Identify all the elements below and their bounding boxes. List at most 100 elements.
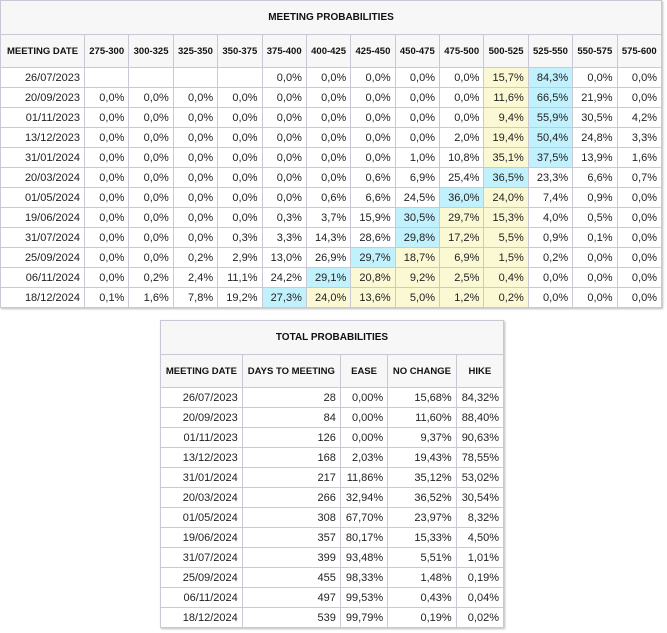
probability-cell: 0,3% <box>217 227 263 248</box>
probability-cell: 0,0% <box>83 267 130 288</box>
probability-cell: 0,0% <box>83 87 130 108</box>
meeting-date-cell: 20/09/2023 <box>160 407 243 428</box>
ease-cell: 0,00% <box>339 407 389 428</box>
table-row: 31/07/2024 399 93,48% 5,51% 1,01% <box>160 547 505 568</box>
meeting-date-cell: 06/11/2024 <box>160 587 243 608</box>
probability-cell: 0,0% <box>261 127 307 148</box>
probability-cell: 29,7% <box>350 247 396 268</box>
probability-cell: 0,0% <box>172 187 219 208</box>
no-change-cell: 15,68% <box>387 387 457 408</box>
total-probabilities-table: TOTAL PROBABILITIES MEETING DATE DAYS TO … <box>160 320 505 628</box>
table-row: 25/09/2024 455 98,33% 1,48% 0,19% <box>160 567 505 588</box>
meeting-header-row: MEETING DATE 275-300 300-325 325-350 350-375… <box>0 34 662 68</box>
probability-cell: 0,2% <box>483 287 529 308</box>
probability-cell: 2,9% <box>217 247 263 268</box>
days-to-meeting-cell: 399 <box>241 547 341 568</box>
table-row: 26/07/2023 28 0,00% 15,68% 84,32% <box>160 387 505 408</box>
probability-cell: 3,3% <box>616 127 662 148</box>
probability-cell <box>172 67 219 88</box>
probability-cell: 29,1% <box>305 267 352 288</box>
column-header: 325-350 <box>172 34 219 68</box>
days-to-meeting-cell: 217 <box>241 467 341 488</box>
probability-cell: 21,9% <box>572 87 618 108</box>
table-row: 20/03/2024 0,0% 0,0% 0,0% 0,0% 0,0% 0,0% 0,6% 6,… <box>0 167 662 188</box>
probability-cell: 0,0% <box>128 247 174 268</box>
hike-cell: 0,19% <box>455 567 505 588</box>
probability-cell: 0,0% <box>217 87 263 108</box>
probability-cell: 0,0% <box>394 87 441 108</box>
probability-cell: 0,0% <box>616 207 662 228</box>
no-change-cell: 1,48% <box>387 567 457 588</box>
probability-cell: 1,0% <box>394 147 441 168</box>
probability-cell: 11,1% <box>217 267 263 288</box>
probability-cell: 15,7% <box>483 67 529 88</box>
probability-cell: 23,3% <box>527 167 574 188</box>
probability-cell: 0,0% <box>128 207 174 228</box>
hike-cell: 4,50% <box>455 527 505 548</box>
probability-cell: 0,0% <box>172 107 219 128</box>
table-row: 31/07/2024 0,0% 0,0% 0,0% 0,3% 3,3% 14,3% 28,6%… <box>0 227 662 248</box>
no-change-cell: 0,43% <box>387 587 457 608</box>
probability-cell: 0,0% <box>128 227 174 248</box>
probability-cell: 0,0% <box>83 107 130 128</box>
probability-cell <box>217 67 263 88</box>
table-row: 06/11/2024 497 99,53% 0,43% 0,04% <box>160 587 505 608</box>
probability-cell: 0,9% <box>572 187 618 208</box>
hike-cell: 8,32% <box>455 507 505 528</box>
probability-cell: 0,0% <box>83 167 130 188</box>
days-to-meeting-cell: 168 <box>241 447 341 468</box>
probability-cell <box>128 67 174 88</box>
probability-cell: 37,5% <box>527 147 574 168</box>
probability-cell: 0,0% <box>128 167 174 188</box>
column-header: MEETING DATE <box>160 354 243 388</box>
probability-cell: 1,6% <box>616 147 662 168</box>
meeting-date-cell: 13/12/2023 <box>160 447 243 468</box>
ease-cell: 11,86% <box>339 467 389 488</box>
probability-cell: 0,1% <box>83 287 130 308</box>
ease-cell: 67,70% <box>339 507 389 528</box>
no-change-cell: 5,51% <box>387 547 457 568</box>
probability-cell: 30,5% <box>394 207 441 228</box>
probability-cell: 1,2% <box>438 287 485 308</box>
probability-cell: 0,0% <box>394 67 441 88</box>
probability-cell: 24,0% <box>305 287 352 308</box>
probability-cell: 55,9% <box>527 107 574 128</box>
probability-cell: 0,0% <box>172 207 219 228</box>
probability-cell: 0,5% <box>572 207 618 228</box>
probability-cell: 50,4% <box>527 127 574 148</box>
probability-cell: 13,6% <box>350 287 396 308</box>
probability-cell: 29,8% <box>394 227 441 248</box>
probability-cell: 0,2% <box>172 247 219 268</box>
probability-cell: 13,9% <box>572 147 618 168</box>
table-row: 01/11/2023 0,0% 0,0% 0,0% 0,0% 0,0% 0,0% 0,0% 0,… <box>0 107 662 128</box>
probability-cell: 7,4% <box>527 187 574 208</box>
probability-cell: 3,7% <box>305 207 352 228</box>
table-row: 25/09/2024 0,0% 0,0% 0,2% 2,9% 13,0% 26,9% 29,7… <box>0 247 662 268</box>
no-change-cell: 19,43% <box>387 447 457 468</box>
hike-cell: 90,63% <box>455 427 505 448</box>
probability-cell: 0,0% <box>217 187 263 208</box>
probability-cell: 0,0% <box>350 127 396 148</box>
probability-cell: 0,0% <box>572 287 618 308</box>
probability-cell: 36,5% <box>483 167 529 188</box>
table-row: 18/12/2024 0,1% 1,6% 7,8% 19,2% 27,3% 24,0% 13,… <box>0 287 662 308</box>
hike-cell: 84,32% <box>455 387 505 408</box>
probability-cell: 7,8% <box>172 287 219 308</box>
days-to-meeting-cell: 28 <box>241 387 341 408</box>
meeting-date-cell: 26/07/2023 <box>0 67 85 88</box>
hike-cell: 78,55% <box>455 447 505 468</box>
ease-cell: 98,33% <box>339 567 389 588</box>
probability-cell: 0,0% <box>128 147 174 168</box>
probability-cell: 24,8% <box>572 127 618 148</box>
probability-cell: 0,0% <box>83 127 130 148</box>
probability-cell: 0,0% <box>83 247 130 268</box>
meeting-date-cell: 01/11/2023 <box>160 427 243 448</box>
probability-cell: 17,2% <box>438 227 485 248</box>
column-header: 400-425 <box>305 34 352 68</box>
probability-cell: 19,2% <box>217 287 263 308</box>
column-header: HIKE <box>455 354 505 388</box>
hike-cell: 0,02% <box>455 607 505 628</box>
probability-cell: 0,0% <box>261 167 307 188</box>
probability-cell: 0,0% <box>172 147 219 168</box>
days-to-meeting-cell: 357 <box>241 527 341 548</box>
